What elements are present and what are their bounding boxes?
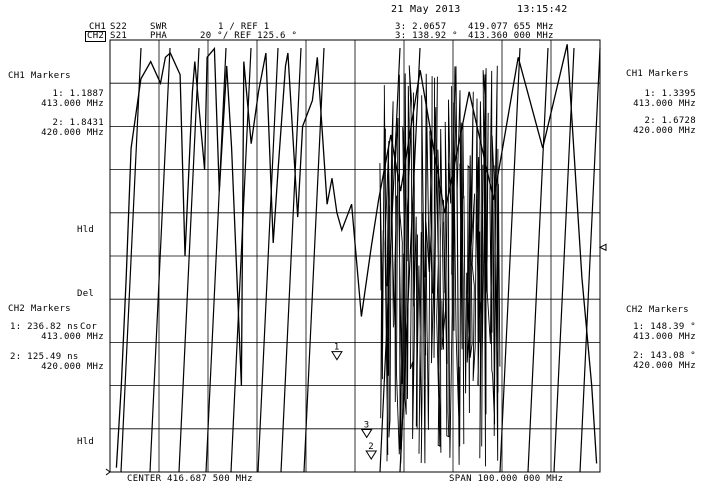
marker-triangle <box>331 351 343 361</box>
right-ch2-marker1-freq: 413.000 MHz <box>633 332 696 342</box>
ch2-phase-trace <box>120 47 601 473</box>
right-ch1-marker1-freq: 413.000 MHz <box>633 99 696 109</box>
marker-label: 3 <box>364 420 369 430</box>
ch1-label[interactable]: CH1 <box>89 22 107 32</box>
ch2-label-active[interactable]: CH2 <box>85 31 107 42</box>
marker-triangle <box>360 428 373 439</box>
right-ch2-marker1-value: 1: 148.39 ° <box>633 322 696 332</box>
left-ch1-marker2-freq: 420.000 MHz <box>41 128 104 138</box>
phase-wrap-segment <box>257 47 279 473</box>
reference-pointer-left <box>105 468 111 476</box>
ch1-scale: 1 / REF 1 <box>218 22 270 32</box>
phase-wrap-segment <box>120 47 142 473</box>
ch1-format: SWR <box>150 22 168 32</box>
phase-wrap-segment <box>178 47 200 473</box>
left-ch1-marker2-value: 2: 1.8431 <box>52 118 104 128</box>
phase-wrap-segment <box>379 47 401 473</box>
phase-wrap-segment <box>230 47 252 473</box>
ch2-marker-freq: 413.360 000 MHz <box>468 31 554 41</box>
left-ch1-marker1-value: 1: 1.1887 <box>52 89 104 99</box>
phase-wrap-segment <box>499 47 521 473</box>
phase-wrap-segment <box>149 47 171 473</box>
left-ch1-marker1-freq: 413.000 MHz <box>41 99 104 109</box>
left-ch2-markers-title: CH2 Markers <box>8 304 71 314</box>
ch2-format: PHA <box>150 31 168 41</box>
left-ch2-marker2-freq: 420.000 MHz <box>41 362 104 372</box>
right-ch1-markers-title: CH1 Markers <box>626 69 689 79</box>
marker-label: 2 <box>368 442 373 452</box>
phase-wrap-segment <box>303 47 325 473</box>
phase-wrap-segment <box>399 47 421 473</box>
left-ch2-marker1-value: 1: 236.82 ns <box>10 322 79 332</box>
hold-indicator-upper: Hld <box>77 225 95 235</box>
phase-wrap-segment <box>579 47 601 473</box>
time-label: 13:15:42 <box>517 4 568 15</box>
marker-triangle <box>365 450 378 460</box>
hold-indicator-lower: Hld <box>77 437 95 447</box>
right-ch1-marker2-value: 2: 1.6728 <box>644 116 696 126</box>
ch1-param: S22 <box>110 22 128 32</box>
marker-label: 1 <box>334 343 339 353</box>
left-ch2-marker1-freq: 413.000 MHz <box>41 332 104 342</box>
noise-trace <box>379 65 501 467</box>
right-ch1-marker1-value: 1: 1.3395 <box>644 89 696 99</box>
phase-wrap-segment <box>527 47 549 473</box>
marker-layer: 1 2 3 <box>105 243 607 476</box>
ch1-marker-freq: 419.077 655 MHz <box>468 22 554 32</box>
delay-indicator: Del <box>77 289 95 299</box>
reference-pointer <box>598 243 607 252</box>
left-ch1-markers-title: CH1 Markers <box>8 71 71 81</box>
phase-wrap-segment <box>205 47 227 473</box>
noise-band <box>379 65 501 467</box>
date-label: 21 May 2013 <box>391 4 461 15</box>
left-ch2-marker2-value: 2: 125.49 ns <box>10 352 79 362</box>
phase-wrap-segment <box>280 47 302 473</box>
ch2-scale: 20 °/ REF 125.6 ° <box>200 31 298 41</box>
right-ch2-markers-title: CH2 Markers <box>626 305 689 315</box>
ch2-marker-value: 3: 138.92 ° <box>395 31 458 41</box>
span-frequency: SPAN 100.000 000 MHz <box>449 474 564 484</box>
ch2-param: S21 <box>110 31 128 41</box>
right-ch1-marker2-freq: 420.000 MHz <box>633 126 696 136</box>
right-ch2-marker2-value: 2: 143.08 ° <box>633 351 696 361</box>
correction-indicator: Cor <box>80 322 98 332</box>
phase-wrap-segment <box>553 47 575 473</box>
right-ch2-marker2-freq: 420.000 MHz <box>633 361 696 371</box>
ch1-marker-value: 3: 2.0657 <box>395 22 447 32</box>
chart-grid <box>109 39 601 473</box>
center-frequency: CENTER 416.687 500 MHz <box>127 474 253 484</box>
